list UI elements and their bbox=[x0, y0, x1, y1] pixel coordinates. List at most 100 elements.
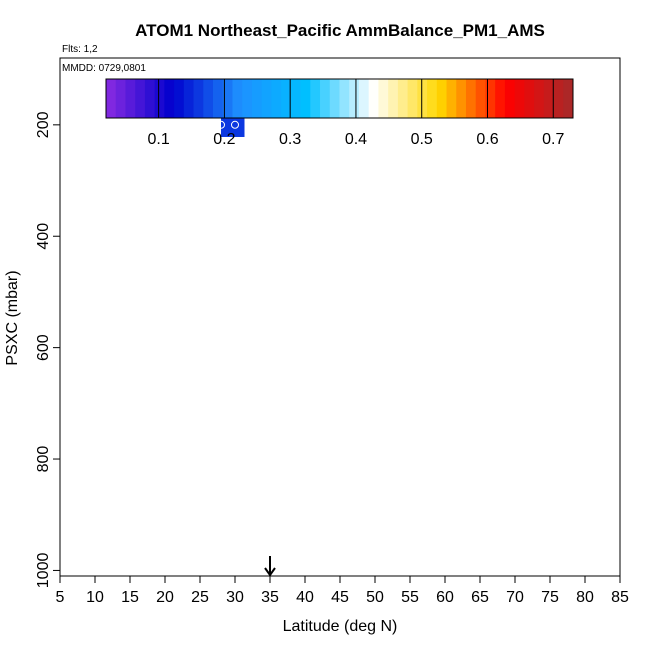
x-tick-label: 25 bbox=[191, 589, 209, 606]
scatter-point bbox=[525, 201, 533, 210]
scatter-point bbox=[462, 149, 470, 158]
colorbar-tick-label: 0.3 bbox=[279, 131, 301, 148]
scatter-point bbox=[567, 293, 575, 302]
scatter-point bbox=[364, 164, 372, 173]
scatter-point bbox=[427, 155, 435, 164]
colorbar-segment bbox=[417, 79, 428, 118]
x-tick-label: 55 bbox=[401, 589, 419, 606]
colorbar-tick-label: 0.1 bbox=[147, 131, 169, 148]
scatter-point bbox=[70, 157, 78, 165]
scatter-point bbox=[574, 374, 582, 383]
x-tick-label: 85 bbox=[611, 589, 629, 606]
colorbar-tick-label: 0.4 bbox=[345, 131, 367, 148]
colorbar-segment bbox=[261, 79, 272, 118]
colorbar-segment bbox=[135, 79, 146, 118]
colorbar-segment bbox=[125, 79, 136, 118]
scatter-point bbox=[140, 299, 148, 308]
scatter-point bbox=[539, 154, 547, 163]
x-tick-label: 50 bbox=[366, 589, 384, 606]
scatter-point bbox=[175, 165, 183, 174]
colorbar-segment bbox=[349, 79, 360, 118]
colorbar-segment bbox=[213, 79, 224, 118]
colorbar-segment bbox=[310, 79, 321, 118]
colorbar-segment bbox=[407, 79, 418, 118]
colorbar-segment bbox=[106, 79, 117, 118]
heatmap-cell bbox=[221, 111, 230, 137]
colorbar-segment bbox=[358, 79, 370, 118]
colorbar-segment bbox=[183, 79, 194, 118]
scatter-point bbox=[476, 149, 484, 158]
colorbar-segment bbox=[456, 79, 467, 118]
scatter-point bbox=[497, 149, 505, 158]
scatter-points bbox=[56, 120, 589, 569]
colorbar-segment bbox=[563, 79, 574, 118]
colorbar-segment bbox=[281, 79, 292, 118]
scatter-point bbox=[147, 546, 155, 555]
dates-note: MMDD: 0729,0801 bbox=[62, 63, 146, 74]
scatter-point bbox=[266, 265, 274, 274]
scatter-point bbox=[406, 164, 414, 173]
colorbar-segment bbox=[553, 79, 564, 118]
x-tick-label: 75 bbox=[541, 589, 559, 606]
colorbar-segment bbox=[485, 79, 496, 118]
scatter-point bbox=[203, 268, 211, 277]
scatter-point bbox=[203, 521, 211, 530]
scatter-point bbox=[98, 560, 106, 569]
colorbar-segment bbox=[232, 79, 243, 118]
x-axis-label: Latitude (deg N) bbox=[283, 618, 398, 635]
y-tick-label: 600 bbox=[35, 334, 52, 361]
scatter-point bbox=[504, 331, 512, 340]
colorbar-segment bbox=[514, 79, 525, 118]
colorbar-segment bbox=[543, 79, 554, 118]
y-tick-label: 400 bbox=[35, 223, 52, 250]
x-tick-label: 70 bbox=[506, 589, 524, 606]
scatter-point bbox=[217, 120, 225, 129]
scatter-point bbox=[119, 144, 127, 153]
scatter-point bbox=[252, 164, 260, 173]
scatter-point bbox=[91, 340, 99, 349]
colorbar: 0.1 0.2 0.3 0.4 0.5 0.6 0.7 bbox=[105, 78, 574, 148]
x-tick-label: 40 bbox=[296, 589, 314, 606]
scatter-point bbox=[154, 347, 162, 356]
scatter-point bbox=[63, 358, 71, 367]
scatter-point bbox=[91, 286, 99, 295]
scatter-point bbox=[378, 164, 386, 173]
y-axis-label: PSXC (mbar) bbox=[4, 270, 21, 365]
colorbar-segment bbox=[193, 79, 204, 118]
latitude-marker bbox=[264, 556, 276, 577]
colorbar-segment bbox=[524, 79, 535, 118]
colorbar-segment bbox=[427, 79, 438, 118]
scatter-point bbox=[553, 157, 561, 165]
colorbar-segment bbox=[242, 79, 253, 118]
colorbar-segment bbox=[475, 79, 486, 118]
colorbar-segment bbox=[290, 79, 301, 118]
scatter-point bbox=[126, 331, 134, 340]
colorbar-segment bbox=[378, 79, 389, 118]
x-tick-label: 35 bbox=[261, 589, 279, 606]
colorbar-frame bbox=[105, 78, 574, 119]
scatter-point bbox=[315, 178, 323, 187]
scatter-point bbox=[140, 560, 148, 569]
colorbar-segment bbox=[300, 79, 311, 118]
colorbar-tick-label: 0.5 bbox=[411, 131, 433, 148]
colorbar-segment bbox=[329, 79, 340, 118]
heatmap-cells bbox=[221, 111, 245, 137]
scatter-point bbox=[168, 132, 176, 140]
scatter-point bbox=[483, 320, 491, 329]
heatmap-cell bbox=[228, 111, 237, 137]
x-tick-label: 30 bbox=[226, 589, 244, 606]
scatter-point bbox=[511, 149, 519, 158]
colorbar-segment bbox=[144, 79, 156, 118]
colorbar-segment bbox=[164, 79, 175, 118]
y-tick-label: 200 bbox=[35, 111, 52, 138]
y-tick-label: 1000 bbox=[35, 553, 52, 589]
scatter-point bbox=[329, 164, 337, 173]
scatter-point bbox=[476, 286, 484, 295]
scatter-point bbox=[560, 296, 568, 305]
colorbar-segment bbox=[222, 79, 233, 118]
flights-note: Flts: 1,2 bbox=[62, 44, 98, 55]
scatter-point bbox=[392, 164, 400, 173]
scatter-point bbox=[301, 178, 309, 187]
colorbar-tick-label: 0.2 bbox=[213, 131, 235, 148]
scatter-point bbox=[238, 164, 246, 173]
